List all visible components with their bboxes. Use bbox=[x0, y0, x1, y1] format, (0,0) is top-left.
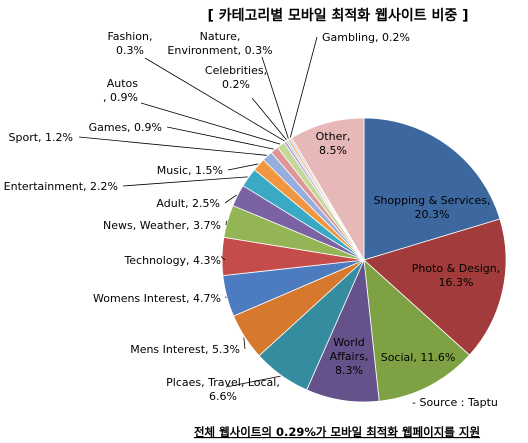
slice-label-17: Nature, Environment, 0.3% bbox=[167, 30, 272, 57]
leader-line-10 bbox=[122, 176, 248, 187]
slice-label-3: World Affairs, 8.3% bbox=[330, 336, 369, 377]
slice-label-16: Celebrities, 0.2% bbox=[205, 64, 267, 91]
pie-slices bbox=[221, 117, 507, 403]
chart-title: [ 카테고리별 모바일 최적화 웹사이트 비중 ] bbox=[207, 7, 468, 24]
footer-note: 전체 웹사이트의 0.29%가 모바일 최적화 웹페이지를 지원 bbox=[194, 425, 480, 439]
leader-line-5 bbox=[243, 337, 246, 350]
leader-lines bbox=[78, 36, 318, 388]
slice-label-9: Adult, 2.5% bbox=[156, 197, 220, 210]
pie-slice-1 bbox=[363, 218, 507, 356]
slice-label-15: Fashion, 0.3% bbox=[107, 30, 152, 57]
leader-line-9 bbox=[224, 194, 237, 204]
slice-label-6: Womens Interest, 4.7% bbox=[93, 292, 221, 305]
slice-label-5: Mens Interest, 5.3% bbox=[130, 343, 240, 356]
leader-line-17 bbox=[261, 56, 289, 139]
pie-slice-19 bbox=[291, 117, 365, 262]
pie-slice-0 bbox=[363, 117, 501, 261]
leader-line-18 bbox=[289, 36, 318, 138]
leader-line-4 bbox=[225, 375, 281, 388]
slice-label-10: Entertainment, 2.2% bbox=[4, 180, 118, 193]
slice-label-14: Autos, 0.9% bbox=[103, 77, 138, 104]
pie-slice-2 bbox=[363, 259, 471, 402]
slice-label-0: Shopping & Services, 20.3% bbox=[373, 194, 490, 221]
slice-label-12: Sport, 1.2% bbox=[9, 131, 73, 144]
slice-label-18: Gambling, 0.2% bbox=[322, 31, 410, 44]
slice-label-1: Photo & Design, 16.3% bbox=[412, 262, 500, 289]
leader-line-16 bbox=[251, 97, 287, 141]
source-note: - Source : Taptu bbox=[412, 396, 498, 409]
leader-line-13 bbox=[166, 126, 274, 150]
slice-label-2: Social, 11.6% bbox=[381, 351, 456, 364]
leader-line-15 bbox=[144, 57, 285, 142]
leader-line-11 bbox=[227, 163, 259, 171]
slice-labels: Shopping & Services, 20.3% Photo & Design,… bbox=[4, 30, 501, 403]
slice-label-13: Games, 0.9% bbox=[89, 121, 162, 134]
leader-line-14 bbox=[140, 102, 281, 145]
leader-line-7 bbox=[220, 256, 226, 261]
slice-label-11: Music, 1.5% bbox=[157, 164, 223, 177]
slice-label-4: Plcaes, Travel, Local, 6.6% bbox=[166, 376, 280, 403]
leader-line-12 bbox=[78, 136, 267, 156]
slice-label-8: News, Weather, 3.7% bbox=[103, 219, 221, 232]
slice-label-7: Technology, 4.3% bbox=[123, 254, 221, 267]
slice-label-19: Other, 8.5% bbox=[316, 130, 351, 157]
